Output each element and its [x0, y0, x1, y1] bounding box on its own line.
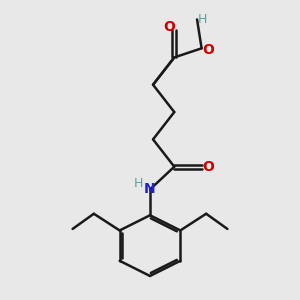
Text: H: H	[198, 13, 207, 26]
Text: O: O	[163, 20, 175, 34]
Text: H: H	[134, 177, 143, 190]
Text: O: O	[202, 43, 214, 57]
Text: N: N	[144, 182, 156, 197]
Text: O: O	[202, 160, 214, 174]
